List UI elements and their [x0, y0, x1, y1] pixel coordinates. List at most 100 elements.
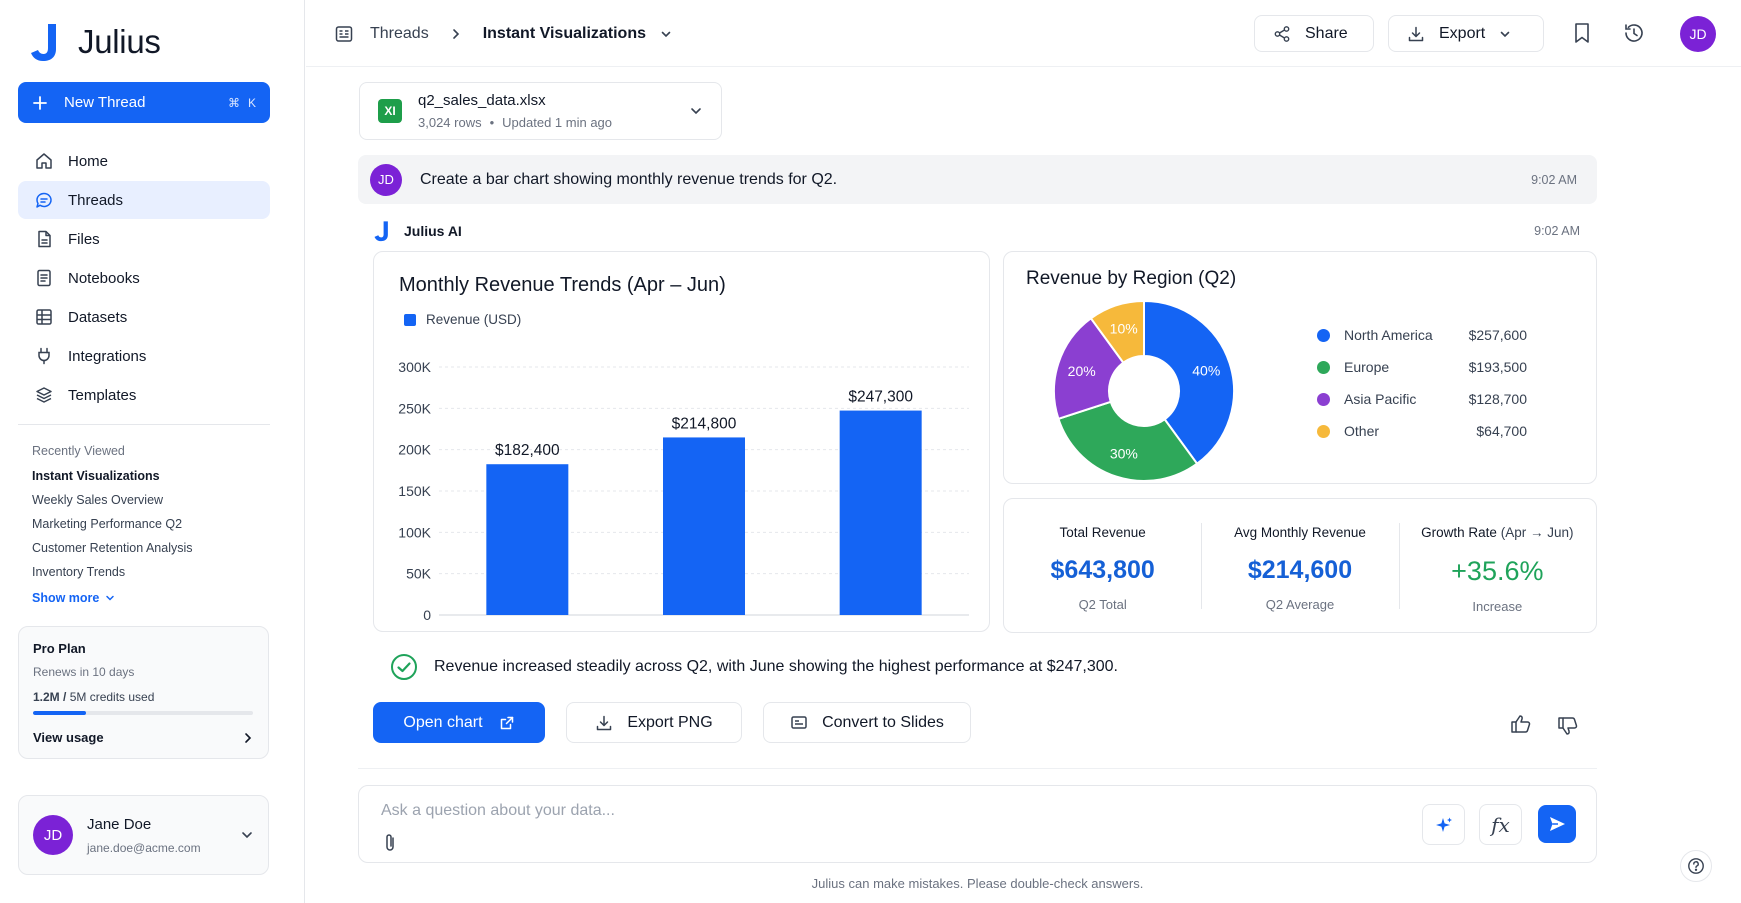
plan-card: Pro Plan Renews in 10 days 1.2M / 5M cre…	[18, 626, 269, 759]
export-png-button[interactable]: Export PNG	[566, 702, 742, 743]
stat-value: $643,800	[1050, 556, 1155, 584]
sidebar-item-notebooks[interactable]: Notebooks	[18, 259, 270, 297]
thumbs-up-icon[interactable]	[1510, 714, 1532, 734]
sidebar-item-files[interactable]: Files	[18, 220, 270, 258]
bar-chart-card[interactable]: Monthly Revenue Trends (Apr – Jun) Reven…	[373, 251, 990, 632]
formula-button[interactable]: fx	[1479, 804, 1522, 845]
pie-legend: North America $257,600 Europe $193,500 A…	[1317, 319, 1527, 447]
sparkle-icon	[1435, 817, 1452, 832]
convert-to-slides-button[interactable]: Convert to Slides	[763, 702, 971, 743]
help-button[interactable]	[1680, 850, 1712, 882]
chat-input[interactable]	[381, 800, 1281, 822]
pie-percent-label: 10%	[1110, 321, 1138, 337]
recent-item[interactable]: Instant Visualizations	[32, 469, 160, 483]
stat-label-extra: (Apr → Jun)	[1500, 525, 1574, 540]
bar	[839, 410, 922, 615]
divider	[358, 768, 1597, 769]
legend-value: $257,600	[1468, 327, 1527, 343]
export-png-label: Export PNG	[627, 713, 713, 731]
julius-logo-icon	[31, 24, 56, 61]
send-icon	[1550, 817, 1565, 831]
file-info: q2_sales_data.xlsx 3,024 rows • Updated …	[418, 92, 612, 130]
chevron-down-icon[interactable]	[689, 104, 703, 118]
breadcrumb-current[interactable]: Instant Visualizations	[482, 25, 646, 42]
user-card[interactable]: JD Jane Doe jane.doe@acme.com	[18, 795, 269, 875]
sidebar-toggle-icon[interactable]	[334, 24, 354, 44]
bar-value-label: $214,800	[672, 415, 737, 432]
chevron-right-icon	[245, 732, 252, 743]
pie-slice	[1057, 400, 1199, 482]
share-icon	[1274, 25, 1290, 42]
legend-row: Asia Pacific $128,700	[1317, 383, 1527, 415]
shortcut-key-k: K	[247, 95, 256, 110]
stat-avg-monthly: Avg Monthly Revenue $214,600 Q2 Average	[1201, 499, 1398, 632]
credits-separator: /	[59, 690, 70, 704]
sidebar-item-datasets[interactable]: Datasets	[18, 298, 270, 336]
pie-chart-card[interactable]: Revenue by Region (Q2) 40% 30% 20% 10% Nort…	[1003, 251, 1597, 484]
plan-renewal: Renews in 10 days	[33, 665, 135, 679]
send-button[interactable]	[1538, 805, 1576, 843]
recent-item[interactable]: Customer Retention Analysis	[32, 541, 193, 555]
insight-text: Revenue increased steadily across Q2, wi…	[434, 658, 1118, 675]
recent-item[interactable]: Inventory Trends	[32, 565, 126, 579]
chart-title: Revenue by Region (Q2)	[1026, 268, 1237, 289]
templates-icon	[36, 387, 52, 403]
pie-percent-label: 20%	[1068, 363, 1096, 379]
ai-name: Julius AI	[404, 223, 462, 239]
new-thread-button[interactable]: New Thread ⌘ K	[18, 82, 270, 123]
open-chart-button[interactable]: Open chart	[373, 702, 545, 743]
recent-item[interactable]: Weekly Sales Overview	[32, 493, 164, 507]
chart-legend: Revenue (USD)	[404, 312, 521, 327]
legend-dot	[1317, 392, 1330, 406]
x-tick-label: Apr	[516, 626, 539, 627]
user-message: JD Create a bar chart showing monthly re…	[358, 155, 1597, 204]
sidebar-item-home[interactable]: Home	[18, 142, 270, 180]
bar-value-label: $247,300	[848, 389, 913, 406]
chevron-down-icon[interactable]	[240, 828, 254, 842]
legend-swatch	[404, 313, 416, 326]
recent-item[interactable]: Marketing Performance Q2	[32, 517, 183, 531]
legend-label: North America	[1344, 327, 1433, 343]
paperclip-icon[interactable]	[381, 832, 399, 854]
brand[interactable]: Julius	[30, 20, 161, 64]
sidebar: Julius New Thread ⌘ K Home Threads Files…	[0, 0, 305, 903]
convert-slides-label: Convert to Slides	[822, 713, 944, 731]
legend-label: Revenue (USD)	[426, 312, 522, 327]
plan-title: Pro Plan	[33, 641, 86, 656]
stat-value: +35.6%	[1451, 556, 1544, 586]
legend-value: $128,700	[1468, 391, 1527, 407]
stat-sub: Q2 Average	[1265, 597, 1335, 612]
history-icon[interactable]	[1622, 21, 1646, 45]
bookmark-icon[interactable]	[1571, 21, 1593, 45]
legend-value: $193,500	[1468, 359, 1527, 375]
view-usage-link[interactable]: View usage	[33, 730, 254, 745]
download-icon	[597, 715, 612, 730]
ai-message-header: Julius AI 9:02 AM	[374, 220, 1580, 242]
user-email: jane.doe@acme.com	[87, 840, 201, 855]
file-name: q2_sales_data.xlsx	[418, 92, 546, 109]
stat-label: Total Revenue	[1059, 525, 1146, 540]
export-label: Export	[1439, 24, 1486, 42]
share-button[interactable]: Share	[1254, 15, 1374, 52]
sidebar-item-threads[interactable]: Threads	[18, 181, 270, 219]
pie-slice	[1089, 299, 1145, 365]
thumbs-down-icon[interactable]	[1557, 716, 1579, 736]
insight-summary: Revenue increased steadily across Q2, wi…	[390, 653, 1118, 681]
check-circle-icon	[391, 654, 417, 680]
export-button[interactable]: Export	[1388, 15, 1544, 52]
bar-value-label: $182,400	[495, 442, 560, 459]
sidebar-item-integrations[interactable]: Integrations	[18, 337, 270, 375]
sidebar-item-label: Datasets	[68, 308, 128, 326]
stat-sub: Increase	[1472, 599, 1523, 614]
sidebar-item-templates[interactable]: Templates	[18, 376, 270, 414]
legend-row: Other $64,700	[1317, 415, 1527, 447]
meta-separator: •	[489, 115, 495, 130]
breadcrumb-root[interactable]: Threads	[370, 25, 429, 42]
chevron-down-icon[interactable]	[660, 28, 672, 40]
avatar[interactable]: JD	[1680, 16, 1716, 52]
ai-suggest-button[interactable]	[1422, 804, 1465, 845]
new-thread-label: New Thread	[64, 94, 146, 111]
show-more-link[interactable]: Show more	[32, 588, 272, 608]
shortcut-hint: ⌘ K	[228, 96, 256, 110]
dataset-file-card[interactable]: XI q2_sales_data.xlsx 3,024 rows • Updat…	[359, 82, 722, 140]
